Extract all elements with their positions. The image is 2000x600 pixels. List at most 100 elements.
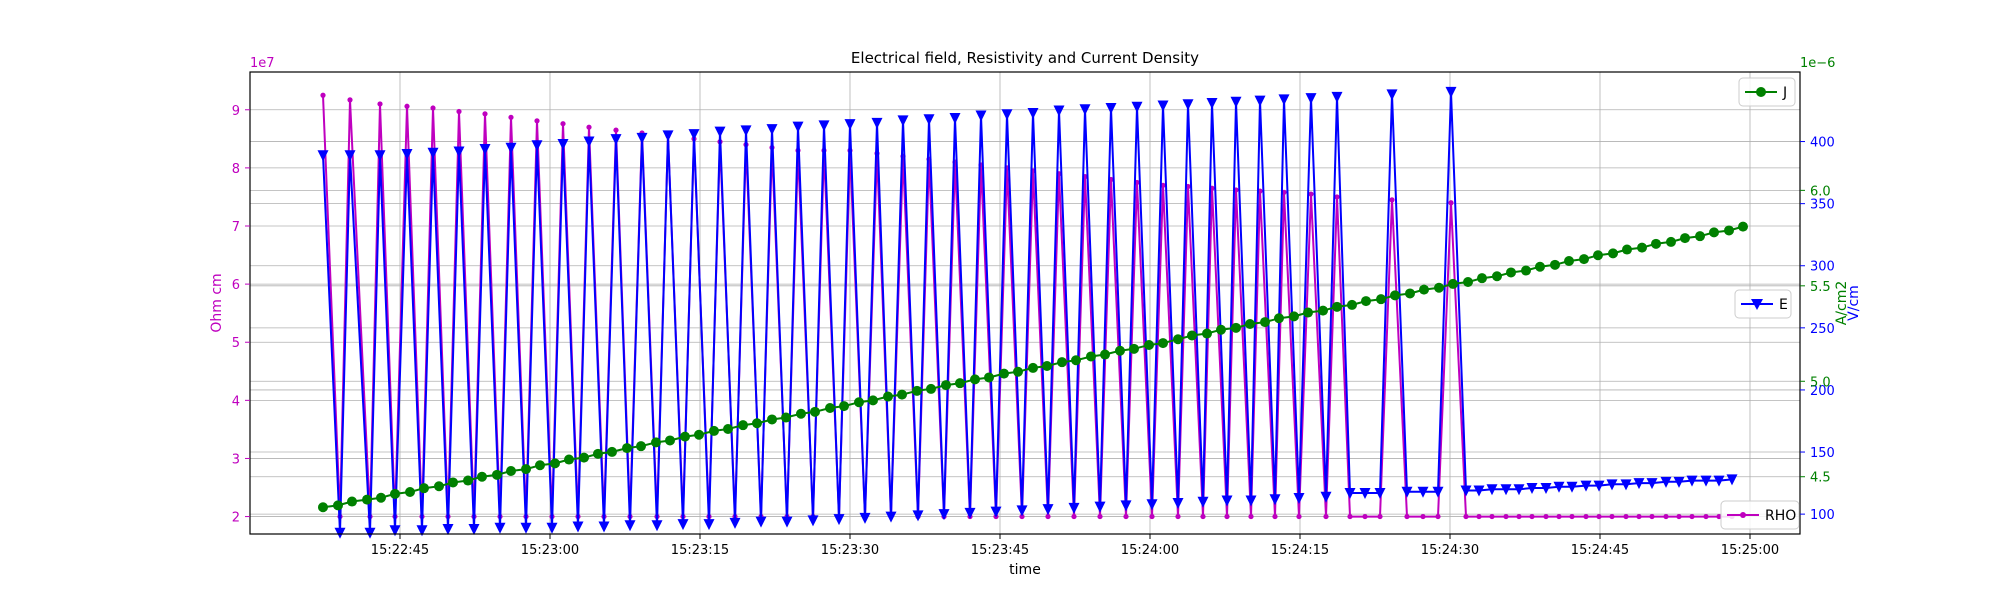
series-e-point [1131, 101, 1143, 113]
series-rho-point [1224, 513, 1230, 520]
series-e-point [1460, 485, 1472, 497]
series-j-point [1173, 334, 1183, 345]
series-rho-point [1609, 513, 1615, 520]
series-j-point [854, 397, 864, 408]
rho-tick-label: 3 [232, 452, 240, 467]
series-j-point [1289, 311, 1299, 322]
series-j-point [1666, 236, 1676, 247]
series-e-point [1359, 488, 1371, 500]
series-e-point [923, 114, 935, 126]
series-rho-point [1362, 513, 1368, 520]
plot-frame [249, 71, 1801, 535]
series-j-point [999, 368, 1009, 379]
series-j-point [1013, 366, 1023, 377]
series-j-point [434, 481, 444, 492]
series-j-point [579, 452, 589, 463]
series-j-point [593, 448, 603, 459]
series-j-point [651, 437, 661, 448]
series-e-point [1726, 474, 1738, 486]
j-tick-label: 5.0 [1810, 375, 1831, 390]
series-j-point [1405, 288, 1415, 299]
series-e-point [334, 527, 346, 539]
chart-title: Electrical field, Resistivity and Curren… [851, 49, 1199, 67]
series-e-point [1513, 484, 1525, 496]
rho-offset-text: 1e7 [250, 56, 275, 71]
series-rho-point [1019, 513, 1025, 520]
series-e-point [1673, 476, 1685, 488]
rho-tick-label: 9 [232, 104, 240, 119]
series-rho-point [1649, 513, 1655, 520]
series-e-point [1700, 475, 1712, 487]
series-rho-point [320, 92, 326, 98]
series-rho-point [1569, 513, 1575, 520]
series-e-point [1027, 107, 1039, 119]
series-e-point [1293, 492, 1305, 504]
series-e-point [624, 520, 636, 532]
series-j-point [1332, 301, 1342, 312]
x-tick-label: 15:22:45 [371, 543, 429, 558]
series-e-point [416, 525, 428, 537]
series-e-point [1553, 481, 1565, 493]
series-rho-point [1308, 191, 1314, 197]
x-tick-label: 15:23:30 [821, 543, 879, 558]
series-e-point [1486, 484, 1498, 496]
series-e-point [1053, 105, 1065, 117]
e-axis-label: V/cm [1846, 285, 1862, 321]
series-j-point [376, 492, 386, 503]
series-j-point [1579, 254, 1589, 265]
x-axis: 15:22:45 15:23:00 15:23:15 15:23:30 15:23:45… [371, 534, 1779, 558]
series-j-point [1738, 221, 1748, 232]
series-j-point [1115, 345, 1125, 356]
series-e-point [1526, 483, 1538, 495]
series-j-point [1419, 284, 1429, 295]
series-rho-point [1676, 513, 1682, 520]
series-e-point [1386, 89, 1398, 101]
series-j-point [362, 494, 372, 505]
legend-rho-marker [1740, 512, 1746, 518]
series-e-point [1620, 479, 1632, 491]
series-e-point [729, 517, 741, 529]
series-j-point [1187, 330, 1197, 341]
series-j-point [419, 483, 429, 494]
series-e-point [1172, 497, 1184, 509]
series-rho-point [1334, 194, 1340, 200]
series-e-point [1417, 486, 1429, 498]
series-j-point [1245, 319, 1255, 329]
series-e-point [1686, 475, 1698, 487]
series-rho-point [1272, 513, 1278, 520]
series-j-point [723, 424, 733, 434]
series-e-point [1094, 501, 1106, 513]
series-j-point [926, 383, 936, 394]
series-rho-point [1389, 197, 1395, 203]
series-rho-point [1404, 513, 1410, 520]
series-j-point [868, 395, 878, 406]
series-j-point [1521, 265, 1531, 276]
series-e-point [1432, 486, 1444, 498]
series-rho-point [1543, 513, 1549, 520]
series-rho-point [1097, 513, 1103, 520]
series-rho-point [1248, 513, 1254, 520]
series-j-point [752, 418, 762, 429]
rho-tick-label: 8 [232, 162, 240, 177]
series-rho-point [1296, 513, 1302, 520]
series-e-point [1401, 486, 1413, 498]
series-e-point [807, 515, 819, 527]
series-rho-point [1689, 513, 1695, 520]
series-j-point [1202, 328, 1212, 339]
series-e-point [1254, 95, 1266, 107]
series-e-point [677, 519, 689, 531]
series-rho-point [1347, 513, 1353, 520]
series-j-point [1506, 267, 1516, 278]
series-j-point [1695, 231, 1705, 242]
series-j-point [680, 431, 690, 442]
series-e-point [1182, 99, 1194, 111]
series-e-point [1157, 100, 1169, 112]
series-j-point [810, 406, 820, 417]
series-j-point [1260, 317, 1270, 328]
series-j-point [1709, 227, 1719, 238]
series-j-point [607, 446, 617, 457]
series-e-point [1001, 109, 1013, 121]
e-tick-label: 150 [1810, 446, 1835, 461]
e-tick-label: 350 [1810, 198, 1835, 213]
series-j-point [1361, 296, 1371, 307]
